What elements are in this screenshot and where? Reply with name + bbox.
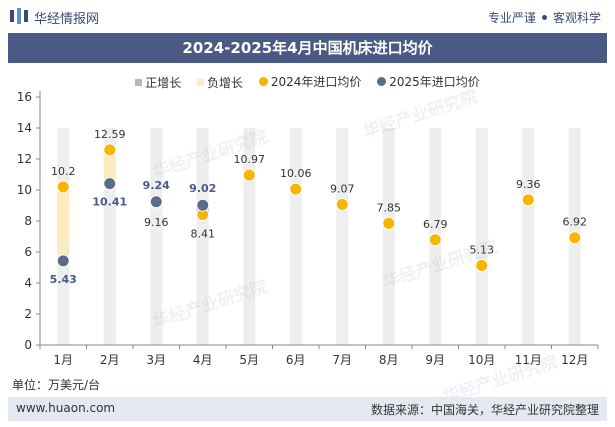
y-tick-label: 10 — [17, 183, 32, 197]
legend-2025-marker — [377, 77, 387, 86]
slogan-left: 专业严谨 — [487, 11, 536, 25]
x-tick-label: 5月 — [239, 353, 259, 367]
legend-label-2024: 2024年进口均价 — [270, 75, 362, 89]
point-2025 — [149, 195, 163, 209]
legend-negative-swatch — [197, 79, 205, 86]
point-2024 — [568, 231, 582, 245]
data-label-2024: 5.13 — [470, 243, 495, 256]
x-tick-label: 12月 — [561, 353, 588, 367]
data-label-2024: 6.92 — [563, 216, 588, 229]
x-tick-label: 9月 — [425, 353, 445, 367]
data-label-2024: 7.85 — [377, 201, 402, 214]
column-track — [289, 128, 302, 345]
legend-label-negative: 负增长 — [207, 76, 244, 90]
y-tick-label: 8 — [24, 214, 32, 228]
data-label-2025: 9.24 — [143, 179, 170, 192]
footer-source: 数据来源：中国海关，华经产业研究院整理 — [370, 403, 599, 417]
legend-label-2025: 2025年进口均价 — [389, 75, 480, 89]
data-label-2024: 6.79 — [423, 218, 448, 231]
slogan-right: 客观科学 — [552, 11, 601, 25]
data-label-2024: 10.2 — [51, 165, 76, 178]
x-tick-label: 1月 — [53, 353, 73, 367]
point-2025 — [56, 254, 70, 268]
point-2024 — [475, 258, 489, 272]
data-label-2024: 10.97 — [234, 153, 266, 166]
negative-growth-bar — [57, 186, 70, 261]
data-label-2024: 12.59 — [94, 128, 126, 141]
slogan-dot-icon — [541, 15, 547, 20]
data-label-2024: 9.07 — [330, 182, 355, 195]
column-track — [382, 128, 395, 345]
chart-title: 2024-2025年4月中国机床进口均价 — [8, 33, 607, 63]
legend-positive-swatch — [135, 79, 143, 86]
point-2024 — [428, 233, 442, 247]
point-2024 — [56, 180, 70, 194]
x-tick-label: 8月 — [379, 353, 399, 367]
column-track — [196, 128, 209, 345]
y-tick-label: 2 — [24, 307, 32, 321]
x-tick-label: 3月 — [146, 353, 166, 367]
legend-item-positive: 正增长 — [135, 74, 181, 91]
column-track — [336, 128, 349, 345]
y-tick-label: 12 — [17, 152, 32, 166]
point-2024 — [521, 193, 535, 207]
column-track — [150, 128, 163, 345]
data-label-2024: 9.16 — [144, 216, 169, 229]
data-label-2025: 5.43 — [50, 273, 77, 286]
data-label-2024: 10.06 — [280, 167, 312, 180]
y-tick-label: 16 — [17, 90, 32, 104]
column-track — [522, 128, 535, 345]
x-tick-label: 4月 — [193, 353, 213, 367]
point-2024 — [382, 216, 396, 230]
legend-item-2025: 2025年进口均价 — [377, 73, 480, 90]
column-track — [243, 128, 256, 345]
chart-legend: 正增长 负增长 2024年进口均价 2025年进口均价 — [0, 73, 615, 91]
x-tick-label: 2月 — [100, 353, 120, 367]
point-2025 — [196, 198, 210, 212]
slogan: 专业严谨 客观科学 — [488, 9, 601, 26]
point-2024 — [289, 182, 303, 196]
x-tick-label: 6月 — [286, 353, 306, 367]
legend-label-positive: 正增长 — [145, 76, 182, 90]
data-label-2025: 9.02 — [189, 182, 216, 195]
point-2024 — [335, 197, 349, 211]
footer-site: www.huaon.com — [16, 401, 116, 415]
y-tick-label: 6 — [24, 245, 32, 259]
data-label-2024: 9.36 — [516, 178, 541, 191]
footer-bar: www.huaon.com 数据来源：中国海关，华经产业研究院整理 — [8, 397, 607, 421]
point-2024 — [242, 168, 256, 182]
top-bar: 华经情报网 专业严谨 客观科学 — [0, 0, 615, 32]
x-tick-label: 10月 — [468, 353, 495, 367]
brand-name: 华经情报网 — [34, 12, 100, 27]
data-label-2024: 8.41 — [191, 228, 216, 241]
x-tick-label: 11月 — [515, 353, 542, 367]
data-label-2025: 10.41 — [92, 196, 127, 209]
y-tick-label: 14 — [17, 121, 32, 135]
x-tick-label: 7月 — [332, 353, 352, 367]
huajing-logo-icon — [10, 8, 28, 24]
column-track — [475, 128, 488, 345]
negative-growth-bar — [103, 149, 116, 184]
legend-item-negative: 负增长 — [197, 74, 243, 91]
y-tick-label: 0 — [24, 338, 32, 352]
legend-2024-marker — [258, 77, 268, 86]
point-2025 — [103, 177, 117, 191]
point-2024 — [103, 143, 117, 157]
legend-item-2024: 2024年进口均价 — [258, 73, 362, 90]
y-tick-label: 4 — [24, 276, 32, 290]
unit-label: 单位：万美元/台 — [12, 378, 101, 392]
